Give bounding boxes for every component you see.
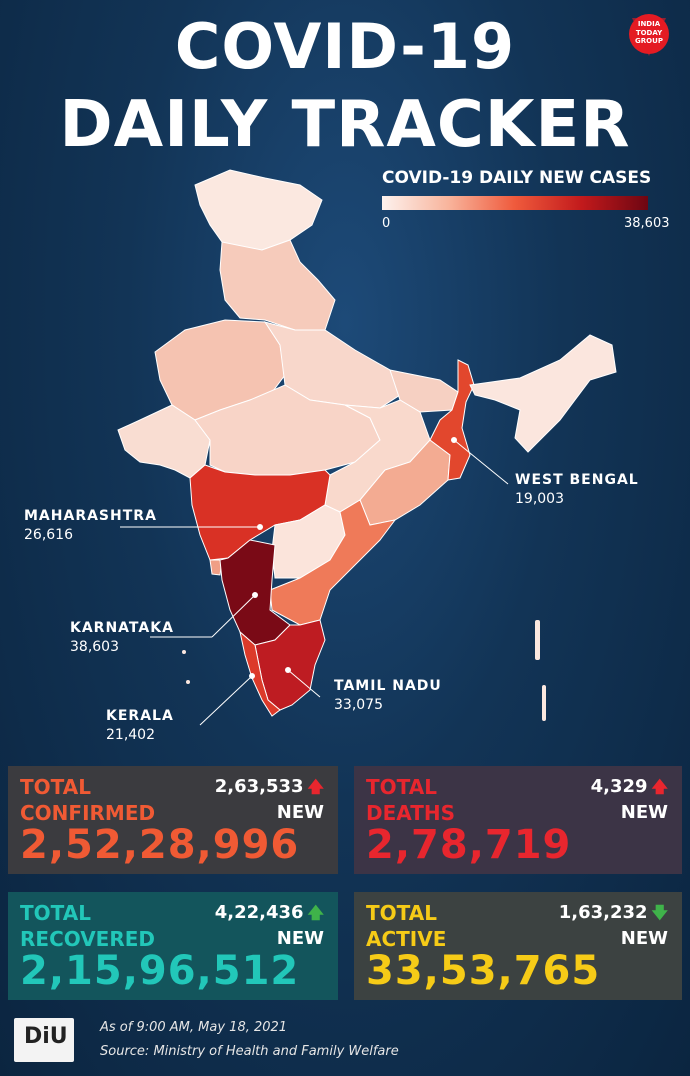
region-andaman-islands <box>535 620 540 660</box>
label-karnataka: KARNATAKA 38,603 <box>70 620 174 655</box>
region-kerala <box>239 630 281 717</box>
card-active-new-value: 1,63,232 <box>558 902 648 923</box>
label-tamil-nadu-name: TAMIL NADU <box>334 678 442 694</box>
legend-gradient-bar <box>382 196 648 210</box>
label-maharashtra: MAHARASHTRA 26,616 <box>24 508 157 543</box>
region-nicobar-islands <box>542 685 546 721</box>
dot-west-bengal <box>451 437 457 443</box>
card-confirmed-label-2: CONFIRMED <box>20 801 156 825</box>
diu-logo-text: DiU <box>24 1024 68 1049</box>
card-confirmed-label-1: TOTAL <box>20 775 91 799</box>
label-maharashtra-value: 26,616 <box>24 527 73 543</box>
card-active-new-label: NEW <box>620 928 668 949</box>
dot-karnataka <box>252 592 258 598</box>
card-confirmed-new: 2,63,533 🡅 NEW <box>215 774 324 826</box>
card-recovered-new-value: 4,22,436 <box>214 902 304 923</box>
leader-kerala <box>199 675 253 726</box>
card-confirmed-total: 2,52,28,996 <box>20 822 300 868</box>
card-recovered-label-1: TOTAL <box>20 901 91 925</box>
card-active-label-2: ACTIVE <box>366 927 447 951</box>
card-active-total: 33,53,765 <box>366 948 601 994</box>
region-uttar-pradesh <box>263 321 401 409</box>
label-tamil-nadu: TAMIL NADU 33,075 <box>334 678 442 713</box>
label-maharashtra-name: MAHARASHTRA <box>24 508 157 524</box>
card-recovered-label-2: RECOVERED <box>20 927 156 951</box>
card-active-label-1: TOTAL <box>366 901 437 925</box>
label-karnataka-value: 38,603 <box>70 639 119 655</box>
logo-text-top: INDIA <box>638 20 661 28</box>
card-recovered-new: 4,22,436 🡅 NEW <box>215 900 324 952</box>
card-deaths-label-2: DEATHS <box>366 801 455 825</box>
region-jammu-kashmir <box>194 169 323 253</box>
label-kerala: KERALA 21,402 <box>106 708 174 743</box>
leader-tamil-nadu <box>287 669 321 698</box>
india-map <box>117 169 617 726</box>
dot-kerala <box>249 673 255 679</box>
card-deaths-total: 2,78,719 <box>366 822 572 868</box>
card-active-new: 1,63,232 🡇 NEW <box>559 900 668 952</box>
region-northeast <box>469 334 617 453</box>
card-recovered-new-label: NEW <box>276 928 324 949</box>
label-west-bengal-value: 19,003 <box>515 491 564 507</box>
card-total-confirmed: TOTAL CONFIRMED 2,63,533 🡅 NEW 2,52,28,99… <box>8 766 338 874</box>
label-tamil-nadu-value: 33,075 <box>334 697 383 713</box>
card-deaths-label-1: TOTAL <box>366 775 437 799</box>
card-total-recovered: TOTAL RECOVERED 4,22,436 🡅 NEW 2,15,96,51… <box>8 892 338 1000</box>
label-west-bengal: WEST BENGAL 19,003 <box>515 472 639 507</box>
label-kerala-name: KERALA <box>106 708 174 724</box>
up-arrow-icon: 🡅 <box>651 777 668 796</box>
leader-karnataka-2 <box>211 594 256 638</box>
card-confirmed-new-label: NEW <box>276 802 324 823</box>
region-lakshadweep-2 <box>186 680 190 684</box>
region-goa <box>209 559 223 576</box>
diu-logo: DiU <box>14 1018 74 1062</box>
page-title-line-2: DAILY TRACKER <box>59 88 631 162</box>
down-arrow-icon: 🡇 <box>651 903 668 922</box>
up-arrow-icon: 🡅 <box>307 903 324 922</box>
page-title-line-1: COVID-19 <box>174 10 516 83</box>
card-recovered-total: 2,15,96,512 <box>20 948 300 994</box>
footer-as-of: As of 9:00 AM, May 18, 2021 <box>100 1020 288 1035</box>
card-total-active: TOTAL ACTIVE 1,63,232 🡇 NEW 33,53,765 <box>354 892 682 1000</box>
logo-text-bot: GROUP <box>635 37 663 45</box>
card-total-deaths: TOTAL DEATHS 4,329 🡅 NEW 2,78,719 <box>354 766 682 874</box>
logo-text-mid: TODAY <box>636 29 663 37</box>
card-confirmed-label: TOTAL CONFIRMED <box>20 774 155 826</box>
dot-maharashtra <box>257 524 263 530</box>
region-north <box>219 239 336 331</box>
legend-max: 38,603 <box>624 216 670 231</box>
card-recovered-label: TOTAL RECOVERED <box>20 900 155 952</box>
dot-tamil-nadu <box>285 667 291 673</box>
card-confirmed-new-value: 2,63,533 <box>214 776 304 797</box>
up-arrow-icon: 🡅 <box>307 777 324 796</box>
card-active-label: TOTAL ACTIVE <box>366 900 446 952</box>
label-kerala-value: 21,402 <box>106 727 155 743</box>
card-deaths-label: TOTAL DEATHS <box>366 774 455 826</box>
leader-west-bengal <box>453 439 509 485</box>
legend-title: COVID-19 DAILY NEW CASES <box>382 168 652 188</box>
color-legend: COVID-19 DAILY NEW CASES 0 38,603 <box>382 168 672 231</box>
card-deaths-new-value: 4,329 <box>590 776 648 797</box>
footer-source: Source: Ministry of Health and Family We… <box>100 1044 399 1059</box>
card-deaths-new-label: NEW <box>620 802 668 823</box>
india-today-logo: INDIA TODAY GROUP <box>629 14 669 56</box>
region-lakshadweep <box>182 650 186 654</box>
label-karnataka-name: KARNATAKA <box>70 620 174 636</box>
label-west-bengal-name: WEST BENGAL <box>515 472 639 488</box>
legend-min: 0 <box>382 216 391 231</box>
card-deaths-new: 4,329 🡅 NEW <box>591 774 668 826</box>
